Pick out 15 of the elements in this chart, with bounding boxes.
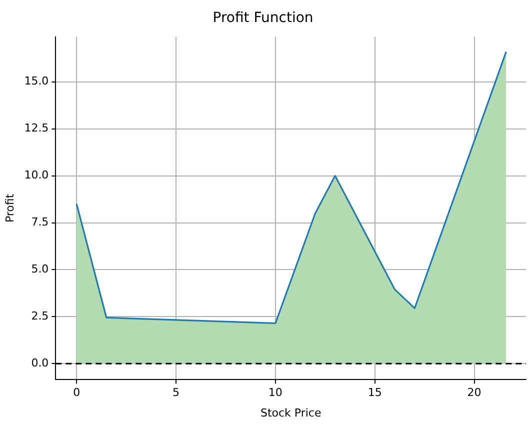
y-tick-label: 12.5 [24, 122, 49, 135]
x-tick-label: 10 [268, 386, 282, 400]
y-tick-label: 2.5 [31, 310, 49, 323]
x-tick-label: 20 [467, 386, 482, 400]
x-tick-label: 5 [172, 386, 180, 400]
x-tick-label: 0 [73, 386, 80, 400]
y-tick-label: 10.0 [24, 168, 49, 182]
chart-title: Profit Function [212, 10, 314, 26]
y-tick-label: 5.0 [31, 262, 49, 276]
x-tick-label: 15 [368, 386, 382, 400]
x-axis-title: Stock Price [260, 406, 322, 420]
y-tick-label: 0.0 [31, 356, 49, 370]
y-tick-label: 15.0 [24, 74, 49, 88]
y-axis-title: Profit [3, 193, 16, 223]
y-tick-label: 7.5 [31, 216, 49, 229]
